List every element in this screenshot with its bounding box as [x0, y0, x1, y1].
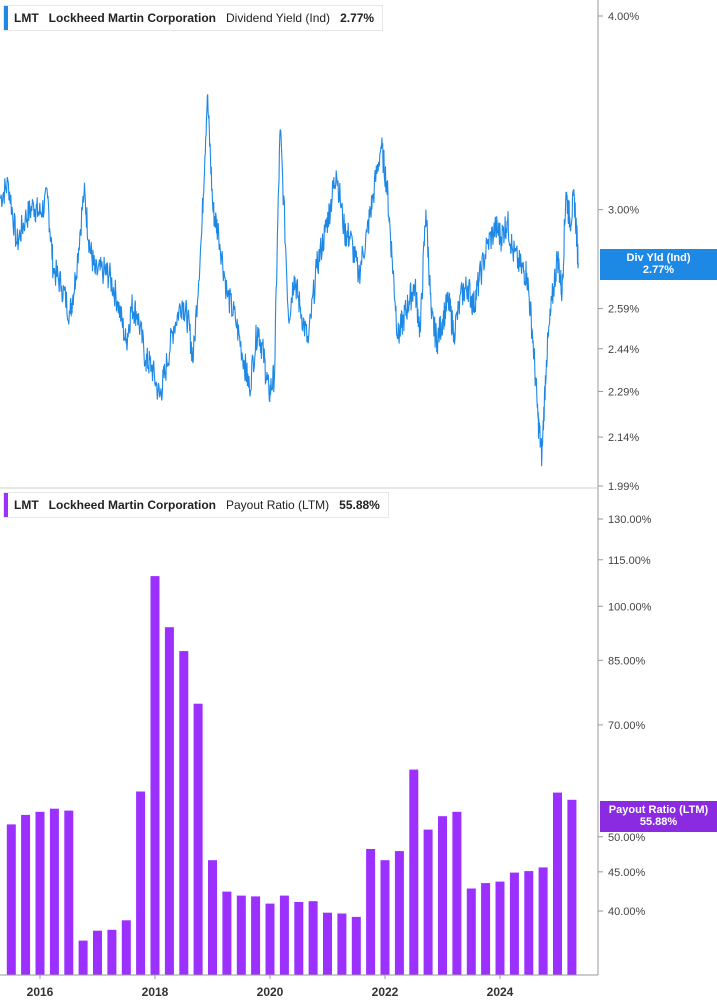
payout-ratio-bar	[78, 940, 88, 975]
payout-ratio-bar	[236, 895, 246, 975]
dividend-yield-current-badge: Div Yld (Ind) 2.77%	[600, 249, 717, 280]
dividend-yield-panel: 4.00% 3.00% 2.59% 2.44% 2.29% 2.14% 1.99%	[0, 11, 639, 493]
payout-ratio-bar	[164, 627, 174, 975]
payout-ratio-bar	[423, 829, 433, 975]
x-tick-label: 2018	[142, 985, 169, 999]
y-tick-label: 2.44%	[608, 344, 639, 356]
payout-ratio-bar	[179, 651, 189, 975]
y-tick-label: 70.00%	[608, 720, 646, 732]
payout-ratio-bar	[251, 896, 261, 975]
y-tick-label: 2.29%	[608, 386, 639, 398]
payout-ratio-bar	[308, 901, 318, 975]
y-tick-label: 1.99%	[608, 481, 639, 493]
payout-ratio-bar	[524, 871, 534, 975]
payout-ratio-bar	[64, 810, 74, 975]
payout-ratio-bar	[21, 814, 31, 975]
payout-ratio-bar	[150, 576, 160, 975]
payout-ratio-bar	[380, 860, 390, 975]
legend-company: Lockheed Martin Corporation	[48, 11, 216, 25]
payout-ratio-current-badge: Payout Ratio (LTM) 55.88%	[600, 801, 717, 832]
payout-ratio-bar	[553, 792, 562, 975]
y-tick-label: 3.00%	[608, 205, 639, 217]
payout-ratio-bar	[409, 769, 419, 975]
payout-ratio-bar	[6, 824, 16, 975]
payout-ratio-bar	[323, 912, 332, 975]
payout-ratio-bar	[481, 883, 491, 975]
x-tick-label: 2016	[27, 985, 54, 999]
y-tick-label: 2.59%	[608, 304, 639, 316]
payout-ratio-bar	[121, 920, 131, 975]
y-tick-label: 40.00%	[608, 906, 646, 918]
payout-ratio-legend: LMT Lockheed Martin Corporation Payout R…	[3, 492, 389, 518]
payout-ratio-bar	[208, 860, 217, 975]
payout-ratio-bar	[193, 703, 203, 975]
legend-company: Lockheed Martin Corporation	[48, 498, 216, 512]
payout-ratio-bar	[567, 799, 577, 975]
badge-label: Payout Ratio (LTM)	[608, 804, 709, 816]
payout-ratio-panel: 130.00% 115.00% 100.00% 85.00% 70.00% 50.00% 4…	[6, 514, 652, 999]
payout-ratio-bar	[279, 895, 289, 975]
dividend-yield-legend-swatch	[4, 6, 8, 30]
y-tick-label: 100.00%	[608, 601, 652, 613]
y-tick-label: 85.00%	[608, 655, 646, 667]
payout-ratio-bar	[136, 791, 146, 975]
x-tick-label: 2020	[257, 985, 284, 999]
payout-ratio-bar	[93, 930, 102, 975]
badge-label: Div Yld (Ind)	[626, 252, 691, 264]
payout-ratio-bar	[265, 903, 275, 975]
legend-metric: Dividend Yield (Ind)	[226, 11, 331, 25]
payout-ratio-legend-swatch	[4, 493, 8, 517]
legend-metric: Payout Ratio (LTM)	[226, 498, 330, 512]
badge-value: 55.88%	[639, 816, 678, 828]
legend-value: 55.88%	[339, 498, 380, 512]
payout-ratio-bar	[495, 881, 505, 975]
y-tick-label: 50.00%	[608, 832, 646, 844]
payout-ratio-bar	[438, 816, 447, 975]
payout-ratio-bar	[337, 913, 347, 975]
dividend-yield-line	[0, 94, 579, 467]
y-tick-label: 45.00%	[608, 867, 646, 879]
payout-ratio-bar	[107, 929, 117, 975]
payout-ratio-bar	[452, 811, 462, 975]
payout-ratio-bar	[538, 867, 548, 975]
y-tick-label: 2.14%	[608, 432, 639, 444]
payout-ratio-bar	[466, 888, 476, 975]
badge-value: 2.77%	[642, 264, 675, 276]
payout-ratio-bar	[351, 916, 361, 975]
x-tick-label: 2024	[487, 985, 514, 999]
payout-ratio-bar	[294, 902, 304, 975]
payout-ratio-bar	[35, 811, 45, 975]
payout-ratio-bar	[394, 851, 404, 975]
x-tick-label: 2022	[372, 985, 399, 999]
y-tick-label: 115.00%	[608, 555, 651, 567]
payout-ratio-bar	[509, 872, 519, 975]
payout-ratio-bar	[222, 891, 232, 975]
legend-ticker: LMT	[14, 498, 39, 512]
y-tick-label: 130.00%	[608, 514, 652, 526]
dividend-yield-legend: LMT Lockheed Martin Corporation Dividend…	[3, 5, 384, 31]
payout-ratio-bar	[366, 849, 376, 975]
legend-ticker: LMT	[14, 11, 39, 25]
payout-ratio-bar	[49, 808, 59, 975]
y-tick-label: 4.00%	[608, 11, 639, 23]
legend-value: 2.77%	[340, 11, 375, 25]
